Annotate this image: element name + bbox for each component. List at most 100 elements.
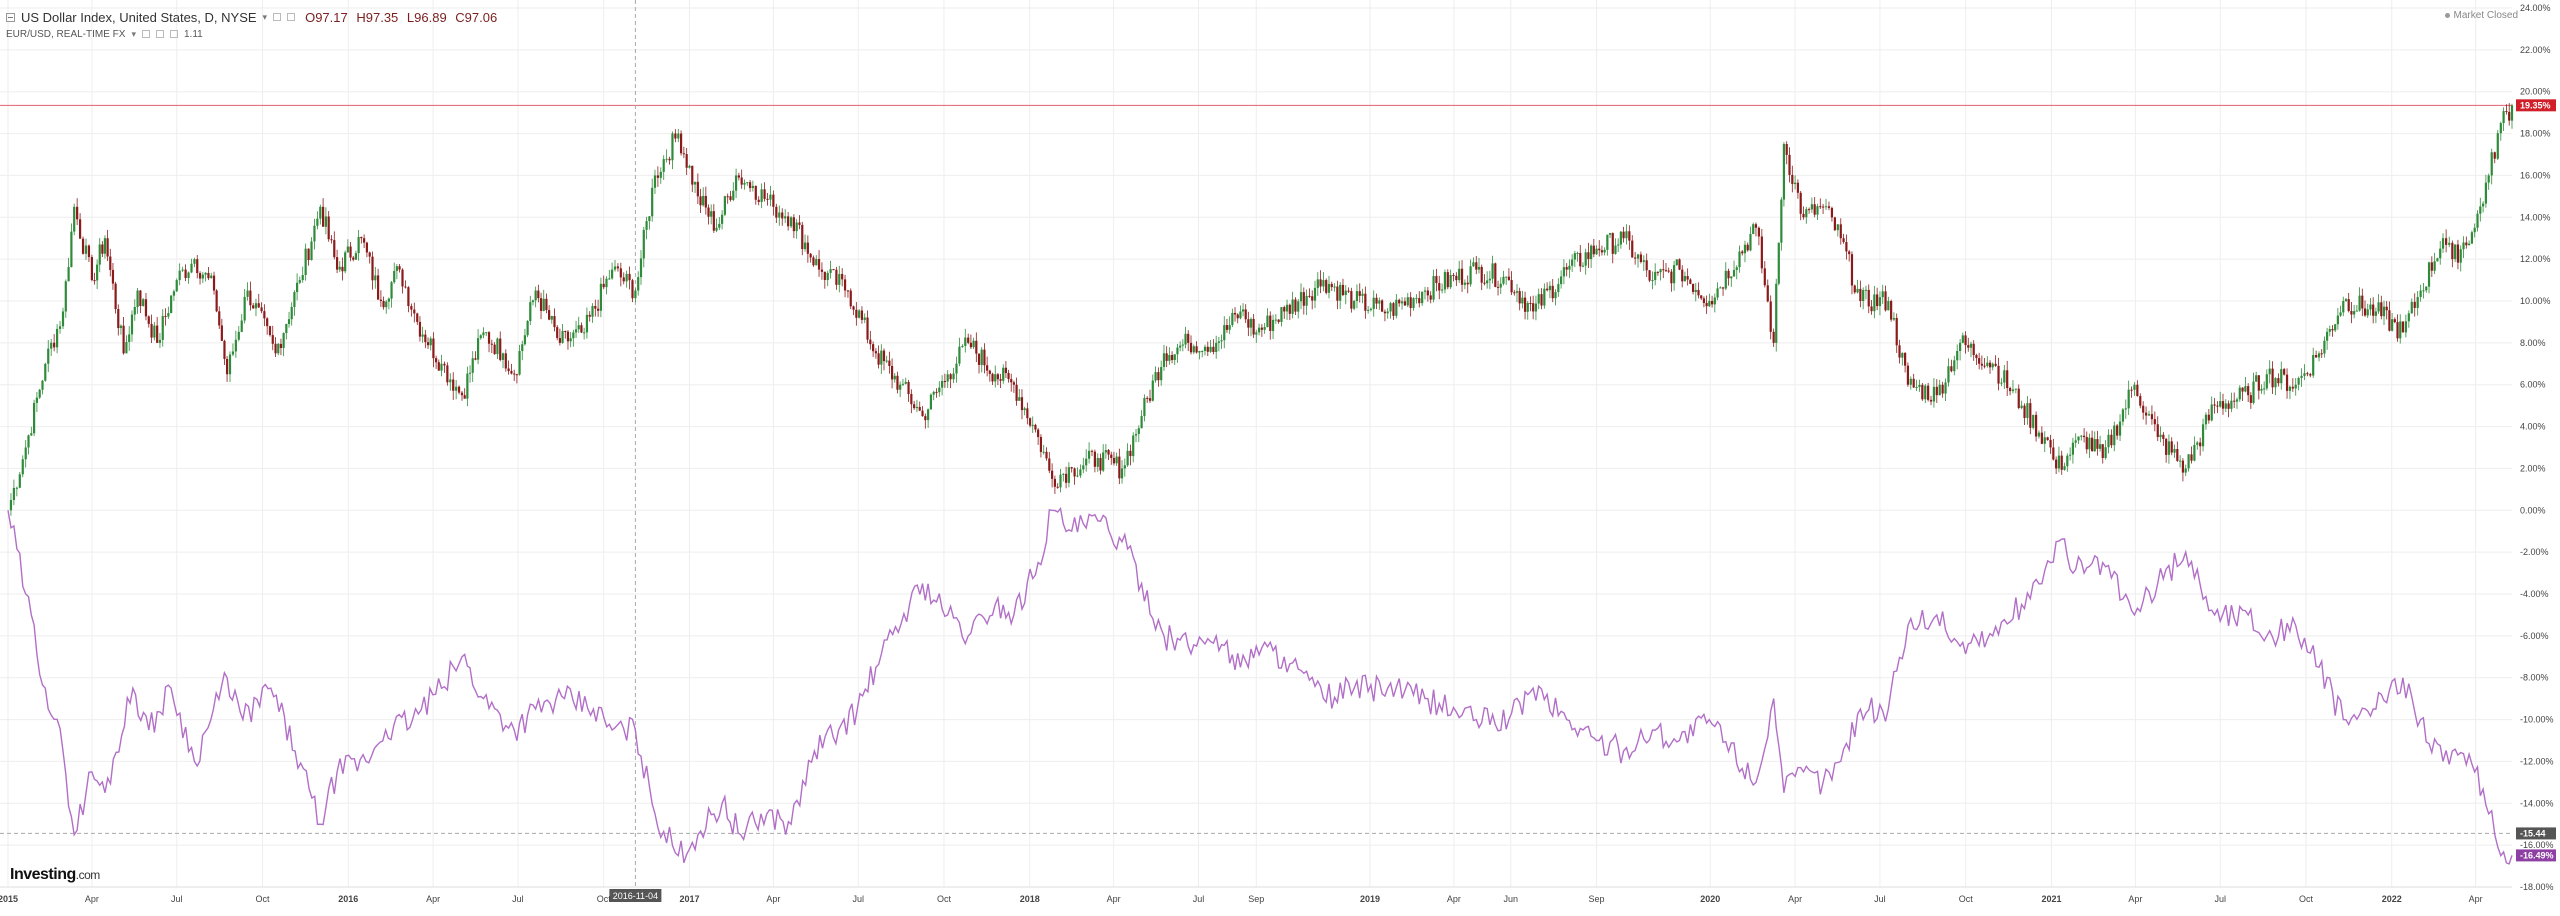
candle-body: [1526, 303, 1529, 312]
candle-body: [1571, 259, 1574, 266]
candle: [61, 307, 65, 330]
hide-icon[interactable]: [156, 30, 164, 38]
candle-body: [577, 325, 580, 330]
candle: [2342, 296, 2345, 317]
candle: [1137, 425, 1140, 443]
main-series-name[interactable]: US Dollar Index, United States, D, NYSE: [21, 9, 257, 25]
candle-body: [1950, 366, 1953, 372]
candle-body: [122, 325, 125, 354]
candle: [1491, 255, 1494, 284]
candle-body: [1878, 297, 1882, 307]
candle-body: [1364, 293, 1367, 311]
candle: [537, 284, 540, 303]
candle: [1634, 251, 1637, 265]
candle-body: [1469, 266, 1472, 285]
candle-body: [1537, 294, 1540, 304]
candle: [869, 330, 872, 350]
candle: [1087, 442, 1091, 464]
candle-body: [2382, 306, 2386, 317]
candle-body: [2427, 262, 2431, 287]
candle-body: [109, 256, 112, 270]
candle: [1967, 337, 1970, 352]
candle-body: [610, 269, 614, 279]
collapse-icon[interactable]: [6, 12, 15, 22]
candle-body: [1228, 325, 1231, 330]
candle: [1743, 240, 1747, 263]
candle: [2260, 384, 2263, 394]
candle-body: [1277, 319, 1280, 322]
candle-body: [2361, 295, 2364, 309]
candle-body: [2000, 382, 2003, 384]
candle: [1266, 308, 1269, 328]
candle-body: [668, 158, 671, 161]
candle: [929, 393, 933, 410]
candle: [1257, 323, 1261, 336]
candle: [2401, 321, 2405, 333]
candle: [1864, 285, 1868, 300]
candle-body: [2011, 389, 2015, 392]
settings-icon[interactable]: [142, 30, 150, 38]
candle: [98, 238, 101, 273]
candle: [613, 260, 617, 272]
y-tick-label: 10.00%: [2520, 296, 2551, 306]
candle: [1573, 250, 1576, 268]
candle: [2238, 385, 2241, 402]
candle: [1802, 206, 1805, 220]
candle-body: [471, 358, 474, 373]
candle-body: [2080, 435, 2083, 437]
candle: [846, 289, 850, 298]
candle-body: [424, 334, 427, 343]
candle-body: [130, 314, 134, 335]
compare-series-name[interactable]: EUR/USD, REAL-TIME FX: [6, 28, 126, 40]
candle: [2162, 431, 2165, 446]
candle-body: [2032, 414, 2035, 428]
candle: [746, 182, 749, 186]
chevron-down-icon[interactable]: ▾: [262, 11, 268, 22]
candle: [1961, 332, 1964, 344]
candle: [1280, 306, 1283, 327]
y-tick-label: -8.00%: [2520, 673, 2549, 683]
candle-body: [449, 379, 452, 383]
candle-body: [1595, 248, 1598, 255]
candle: [1018, 388, 1021, 401]
value-badge: [2516, 827, 2556, 840]
candle-body: [387, 298, 390, 302]
chevron-down-icon[interactable]: ▾: [131, 28, 136, 39]
candle-body: [1824, 206, 1828, 208]
candle: [234, 330, 237, 358]
candle: [2026, 396, 2029, 425]
remove-icon[interactable]: [170, 30, 178, 38]
candle-body: [885, 360, 888, 362]
settings-icon[interactable]: [273, 13, 282, 21]
candle: [1876, 287, 1879, 311]
candle: [2071, 437, 2075, 464]
candle-body: [2510, 105, 2514, 121]
candle: [2011, 380, 2015, 394]
candle-body: [2263, 388, 2266, 390]
candle-body: [271, 335, 274, 344]
candle-body: [795, 222, 798, 232]
candle-body: [295, 282, 299, 293]
candle-body: [899, 384, 902, 390]
candle-body: [1859, 288, 1862, 301]
candle-body: [2347, 299, 2350, 311]
candle: [266, 317, 269, 335]
candle-body: [47, 348, 50, 364]
candle-body: [1355, 291, 1359, 301]
candle: [1983, 357, 1986, 369]
candle-body: [715, 227, 718, 231]
candle: [363, 234, 366, 249]
candle-body: [2372, 304, 2375, 316]
candle-body: [2274, 378, 2277, 388]
candle: [1788, 147, 1791, 183]
candle: [1458, 260, 1461, 283]
candle: [1446, 269, 1449, 290]
candle: [313, 218, 316, 250]
candle: [1486, 271, 1489, 289]
candle-body: [1067, 467, 1070, 483]
hide-icon[interactable]: [287, 13, 296, 21]
x-tick-label: Apr: [1788, 894, 1802, 904]
candle: [561, 323, 564, 344]
